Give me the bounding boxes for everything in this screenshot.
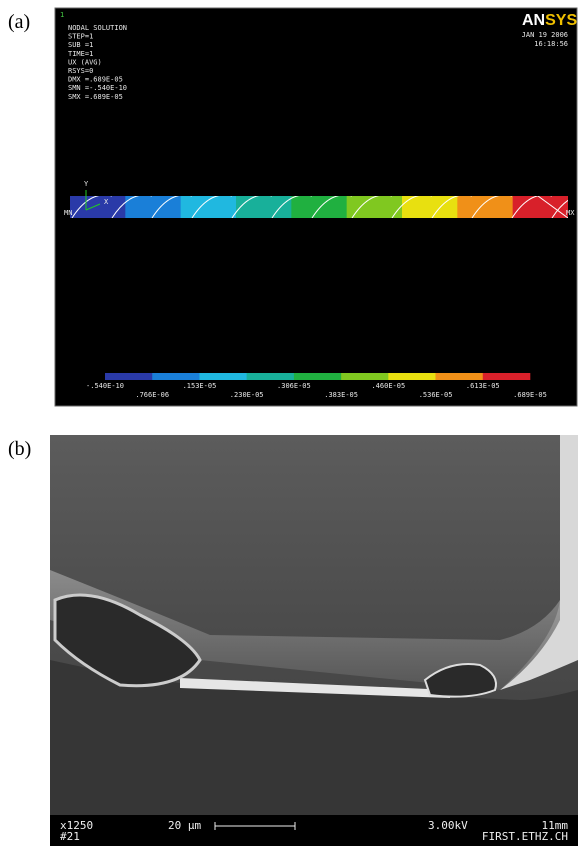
colorbar-segment (436, 373, 484, 380)
info-line: NODAL SOLUTION (68, 24, 127, 32)
colorbar-label: .766E-06 (135, 391, 169, 399)
colorbar-label: .383E-05 (324, 391, 358, 399)
colorbar-segment (388, 373, 436, 380)
colorbar-segment (152, 373, 200, 380)
colorbar-label: .689E-05 (513, 391, 547, 399)
beam-segment (457, 196, 513, 218)
voltage: 3.00kV (428, 819, 468, 832)
colorbar-segment (294, 373, 342, 380)
window-index: 1 (60, 11, 64, 19)
sem-image (50, 435, 578, 846)
info-line: STEP=1 (68, 33, 93, 41)
panel-label: (a) (8, 11, 30, 33)
colorbar-label: .306E-05 (277, 382, 311, 390)
colorbar-segment (483, 373, 531, 380)
colorbar-label: -.540E-10 (86, 382, 124, 390)
info-line: TIME=1 (68, 50, 93, 58)
logo: ANSYS (522, 12, 577, 29)
image-number: #21 (60, 830, 80, 843)
colorbar-segment (341, 373, 389, 380)
beam-segment (125, 196, 181, 218)
info-line: SMX =.689E-05 (68, 93, 123, 101)
info-line: RSYS=0 (68, 67, 93, 75)
colorbar-label: .536E-05 (419, 391, 453, 399)
info-line: UX (AVG) (68, 58, 102, 66)
beam-segment (236, 196, 292, 218)
figure: (a) 1 NODAL SOLUTIONSTEP=1SUB =1TIME=1UX… (0, 0, 579, 846)
beam-segment (181, 196, 237, 218)
max-marker: MX (566, 209, 575, 217)
logo-an: AN (522, 12, 545, 29)
scale-label: 20 µm (168, 819, 201, 832)
logo-sys: SYS (545, 12, 577, 29)
colorbar-label: .613E-05 (466, 382, 500, 390)
info-line: SMN =-.540E-10 (68, 84, 127, 92)
colorbar-label: .153E-05 (183, 382, 217, 390)
colorbar-segment (105, 373, 153, 380)
beam-segment (291, 196, 347, 218)
beam-segment (70, 196, 126, 218)
colorbar-segment (247, 373, 295, 380)
colorbar-label: .230E-05 (230, 391, 264, 399)
colorbar-label: .460E-05 (371, 382, 405, 390)
info-line: SUB =1 (68, 41, 93, 49)
date: JAN 19 2006 (522, 31, 568, 39)
info-line: DMX =.689E-05 (68, 76, 123, 84)
colorbar-segment (199, 373, 247, 380)
source: FIRST.ETHZ.CH (482, 830, 568, 843)
beam (70, 195, 579, 218)
panel-label: (b) (8, 438, 31, 460)
min-marker: MN (64, 209, 72, 217)
time: 16:18:56 (534, 40, 568, 48)
